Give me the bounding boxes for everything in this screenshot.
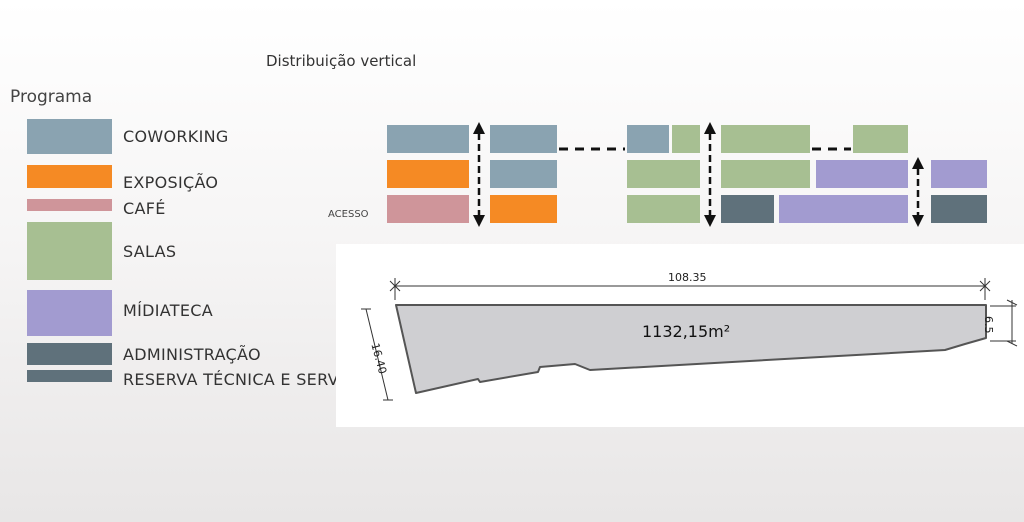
legend-swatch-administracao: [27, 343, 112, 365]
block-salas: [627, 195, 700, 223]
block-midiateca: [779, 195, 908, 223]
legend-label-midiateca: MÍDIATECA: [123, 301, 213, 320]
block-salas: [721, 125, 810, 153]
legend-label-reserva: RESERVA TÉCNICA E SERVIÇOS: [123, 370, 379, 389]
acesso-label: ACESSO: [328, 209, 369, 220]
legend-label-coworking: COWORKING: [123, 127, 229, 146]
legend-swatch-midiateca: [27, 290, 112, 336]
block-midiateca: [816, 160, 908, 188]
legend-swatch-exposicao: [27, 165, 112, 188]
legend-title: Programa: [10, 87, 93, 107]
vertical-arrow-icon: [704, 122, 716, 227]
block-coworking: [490, 125, 557, 153]
block-coworking: [387, 125, 469, 153]
block-midiateca: [931, 160, 987, 188]
block-reserva: [931, 195, 987, 223]
block-exposicao: [387, 160, 469, 188]
dimension-right-label: 6.5: [982, 316, 995, 334]
site-polygon: [395, 304, 987, 394]
dimension-line-right: [990, 299, 1018, 347]
legend-swatch-coworking: [27, 119, 112, 154]
block-salas: [627, 160, 700, 188]
legend-label-exposicao: EXPOSIÇÃO: [123, 173, 219, 192]
block-administracao: [721, 195, 774, 223]
block-cafe: [387, 195, 469, 223]
legend-swatch-reserva: [27, 370, 112, 382]
legend-label-administracao: ADMINISTRAÇÃO: [123, 345, 261, 364]
block-exposicao: [490, 195, 557, 223]
block-salas: [721, 160, 810, 188]
block-salas: [853, 125, 908, 153]
dimension-line-length: [389, 278, 991, 300]
site-area-label: 1132,15m²: [642, 322, 731, 341]
vertical-arrow-icon: [473, 122, 485, 227]
legend-swatch-cafe: [27, 199, 112, 211]
block-salas: [672, 125, 700, 153]
dimension-length-label: 108.35: [668, 271, 707, 284]
diagram-title: Distribuição vertical: [266, 52, 417, 70]
block-coworking: [490, 160, 557, 188]
legend-label-cafe: CAFÉ: [123, 199, 166, 218]
legend-label-salas: SALAS: [123, 242, 177, 261]
vertical-arrow-icon: [912, 157, 924, 227]
dimension-line-left: [361, 308, 393, 401]
legend-swatch-salas: [27, 222, 112, 280]
block-coworking: [627, 125, 669, 153]
